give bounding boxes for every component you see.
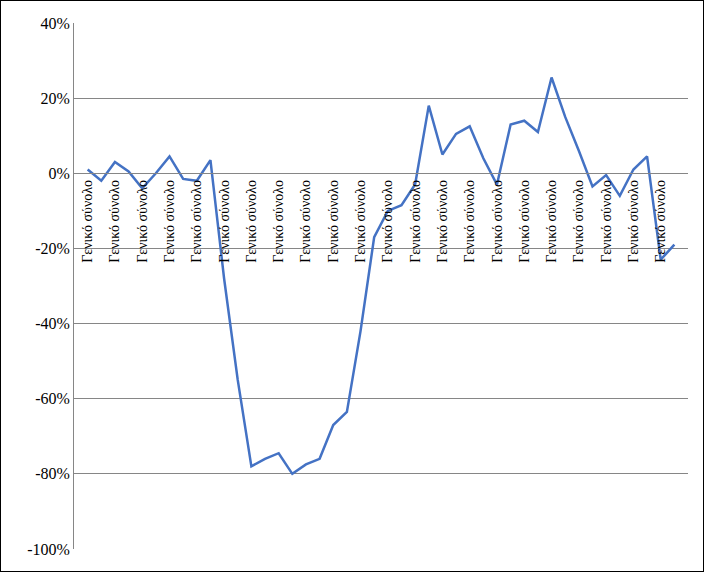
svg-text:0%: 0% <box>48 165 69 182</box>
svg-text:Γενικό σύνολο: Γενικό σύνολο <box>544 180 559 263</box>
svg-text:-20%: -20% <box>35 240 70 257</box>
svg-text:Γενικό σύνολο: Γενικό σύνολο <box>490 180 505 263</box>
svg-text:-100%: -100% <box>27 541 70 558</box>
svg-text:Γενικό σύνολο: Γενικό σύνολο <box>599 180 614 263</box>
svg-text:Γενικό σύνολο: Γενικό σύνολο <box>271 180 286 263</box>
svg-text:Γενικό σύνολο: Γενικό σύνολο <box>435 180 450 263</box>
svg-text:Γενικό σύνολο: Γενικό σύνολο <box>653 180 668 263</box>
svg-text:-40%: -40% <box>35 315 70 332</box>
svg-text:Γενικό σύνολο: Γενικό σύνολο <box>299 180 314 263</box>
svg-text:-60%: -60% <box>35 390 70 407</box>
svg-text:40%: 40% <box>40 15 69 32</box>
svg-text:Γενικό σύνολο: Γενικό σύνολο <box>408 180 423 263</box>
svg-text:20%: 20% <box>40 90 69 107</box>
svg-text:Γενικό σύνολο: Γενικό σύνολο <box>217 180 232 263</box>
svg-text:Γενικό σύνολο: Γενικό σύνολο <box>107 180 122 263</box>
svg-text:Γενικό σύνολο: Γενικό σύνολο <box>571 180 586 263</box>
svg-text:Γενικό σύνολο: Γενικό σύνολο <box>244 180 259 263</box>
svg-text:Γενικό σύνολο: Γενικό σύνολο <box>80 180 95 263</box>
svg-text:Γενικό σύνολο: Γενικό σύνολο <box>462 180 477 263</box>
svg-text:Γενικό σύνολο: Γενικό σύνολο <box>326 180 341 263</box>
svg-text:Γενικό σύνολο: Γενικό σύνολο <box>626 180 641 263</box>
svg-text:Γενικό σύνολο: Γενικό σύνολο <box>135 180 150 263</box>
svg-text:Γενικό σύνολο: Γενικό σύνολο <box>162 180 177 263</box>
svg-text:Γενικό σύνολο: Γενικό σύνολο <box>380 180 395 263</box>
svg-text:Γενικό σύνολο: Γενικό σύνολο <box>189 180 204 263</box>
svg-text:Γενικό σύνολο: Γενικό σύνολο <box>517 180 532 263</box>
svg-text:-80%: -80% <box>35 465 70 482</box>
svg-text:Γενικό σύνολο: Γενικό σύνολο <box>353 180 368 263</box>
